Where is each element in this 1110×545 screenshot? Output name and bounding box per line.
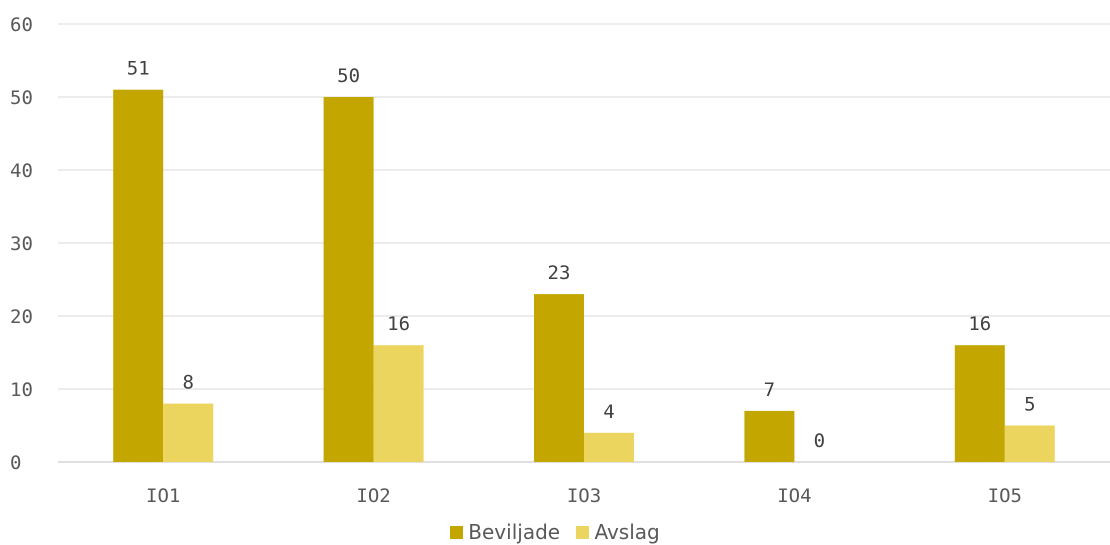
data-label: 5	[1024, 394, 1035, 416]
legend: Beviljade Avslag	[0, 520, 1110, 544]
y-tick-label: 60	[10, 14, 33, 36]
bar-avslag	[1004, 425, 1055, 462]
y-tick-label: 40	[10, 160, 33, 182]
legend-swatch-beviljade	[450, 526, 464, 539]
bar-beviljade	[954, 345, 1005, 462]
y-tick-label: 30	[10, 233, 33, 255]
data-label: 4	[603, 401, 614, 423]
bar-chart: 0 10 20 30 40 50 60 51 8 IO1 50 16 IO2 23 4 IO3 7 0 IO4 16 5…	[10, 14, 1110, 507]
data-label: 51	[127, 58, 150, 80]
data-label: 0	[814, 430, 825, 452]
data-label: 50	[337, 65, 360, 87]
bar-avslag	[373, 345, 424, 462]
x-tick-label: IO2	[356, 485, 390, 507]
y-tick-label: 0	[10, 452, 21, 474]
data-label: 7	[764, 379, 775, 401]
x-tick-label: IO5	[988, 485, 1022, 507]
bar-beviljade	[744, 410, 795, 462]
legend-label-beviljade: Beviljade	[468, 520, 561, 544]
legend-item-avslag: Avslag	[576, 520, 660, 544]
y-tick-label: 20	[10, 306, 33, 328]
data-label: 23	[548, 262, 571, 284]
bar-beviljade	[534, 294, 584, 462]
data-label: 16	[968, 313, 991, 335]
bar-avslag	[163, 403, 214, 462]
x-tick-label: IO4	[777, 485, 811, 507]
x-tick-label: IO1	[146, 485, 180, 507]
bar-beviljade	[113, 89, 164, 462]
legend-item-beviljade: Beviljade	[450, 520, 560, 544]
x-tick-label: IO3	[567, 485, 601, 507]
data-label: 8	[182, 372, 193, 394]
y-tick-label: 10	[10, 379, 33, 401]
legend-swatch-avslag	[576, 526, 590, 539]
data-label: 16	[387, 313, 410, 335]
bar-avslag	[584, 432, 634, 462]
legend-label-avslag: Avslag	[594, 520, 660, 544]
y-tick-label: 50	[10, 87, 33, 109]
bar-beviljade	[323, 97, 374, 462]
